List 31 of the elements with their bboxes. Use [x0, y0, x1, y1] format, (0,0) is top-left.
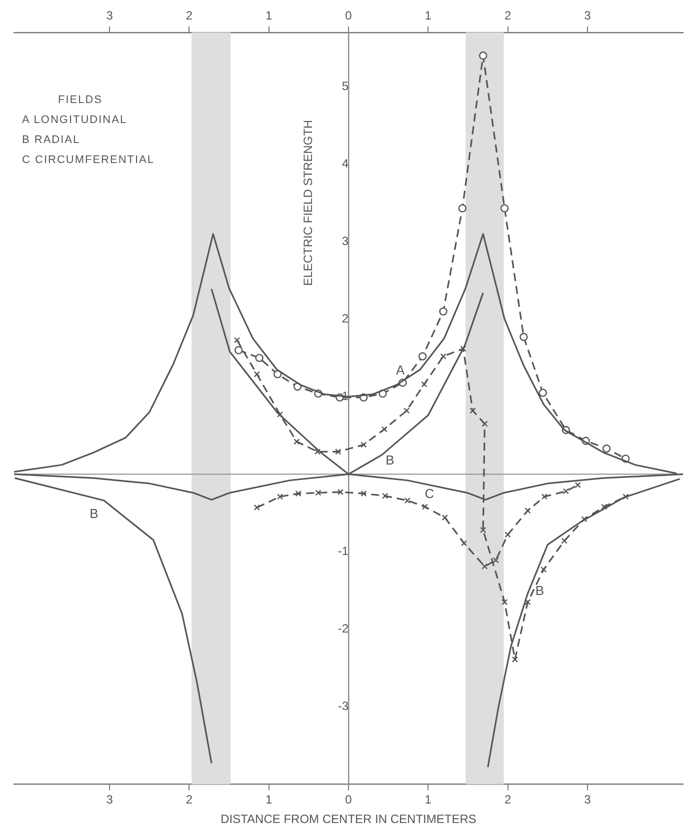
y-axis-title: ELECTRIC FIELD STRENGTH: [300, 120, 315, 286]
y-tick-label: -1: [338, 544, 349, 558]
annotation: B RADIAL: [22, 133, 82, 148]
y-tick-label: 3: [342, 234, 349, 248]
annotation: C CIRCUMFERENTIAL: [22, 153, 155, 168]
x2-tick-label: 0: [345, 792, 352, 807]
x-tick-label: 2: [186, 8, 193, 23]
x2-tick-label: 2: [186, 792, 193, 807]
x-tick-label: 3: [584, 8, 592, 23]
y-tick-label: 5: [342, 78, 349, 93]
x2-tick-label: 2: [504, 792, 512, 807]
x-tick-label: 3: [106, 8, 114, 23]
x2-tick-label: 3: [584, 792, 592, 807]
x-tick-label: 1: [424, 8, 432, 23]
y-tick-label: -2: [338, 622, 349, 636]
x-tick-label: 2: [504, 8, 512, 23]
x2-tick-label: 3: [106, 792, 114, 807]
series-label: B: [90, 506, 98, 522]
series-label: C: [424, 486, 434, 501]
x-tick-label: 0: [345, 8, 352, 23]
x-axis-title: DISTANCE FROM CENTER IN CENTIMETERS: [220, 812, 476, 826]
x2-tick-label: 1: [266, 792, 273, 807]
annotation: FIELDS: [57, 93, 104, 108]
x-tick-label: 1: [266, 8, 273, 23]
annotation: A LONGITUDINAL: [22, 113, 128, 128]
y-tick-label: -3: [338, 699, 349, 714]
series-label: B: [386, 452, 394, 468]
series-label: A: [396, 362, 405, 378]
x2-tick-label: 1: [424, 792, 432, 807]
y-tick-label: 2: [342, 311, 349, 326]
series-label: B: [535, 583, 544, 598]
